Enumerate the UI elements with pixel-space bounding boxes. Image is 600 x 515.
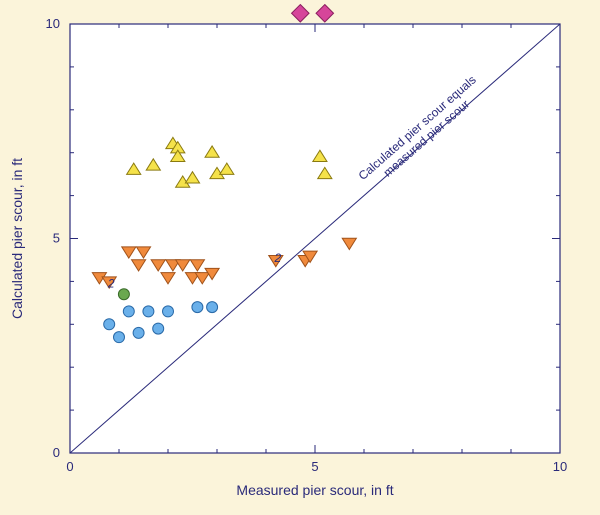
- x-tick-label: 10: [553, 459, 567, 474]
- point-annotation: 2: [273, 251, 281, 265]
- x-tick-label: 5: [311, 459, 318, 474]
- y-tick-label: 10: [46, 16, 60, 31]
- y-tick-label: 5: [53, 231, 60, 246]
- point-annotation: 2: [107, 277, 115, 291]
- x-tick-label: 0: [66, 459, 73, 474]
- y-axis-label: Calculated pier scour, in ft: [9, 158, 25, 319]
- y-tick-label: 0: [53, 445, 60, 460]
- x-axis-label: Measured pier scour, in ft: [236, 482, 393, 498]
- scour-scatter-chart: 05100510Calculated pier scour equalsmeas…: [0, 0, 600, 515]
